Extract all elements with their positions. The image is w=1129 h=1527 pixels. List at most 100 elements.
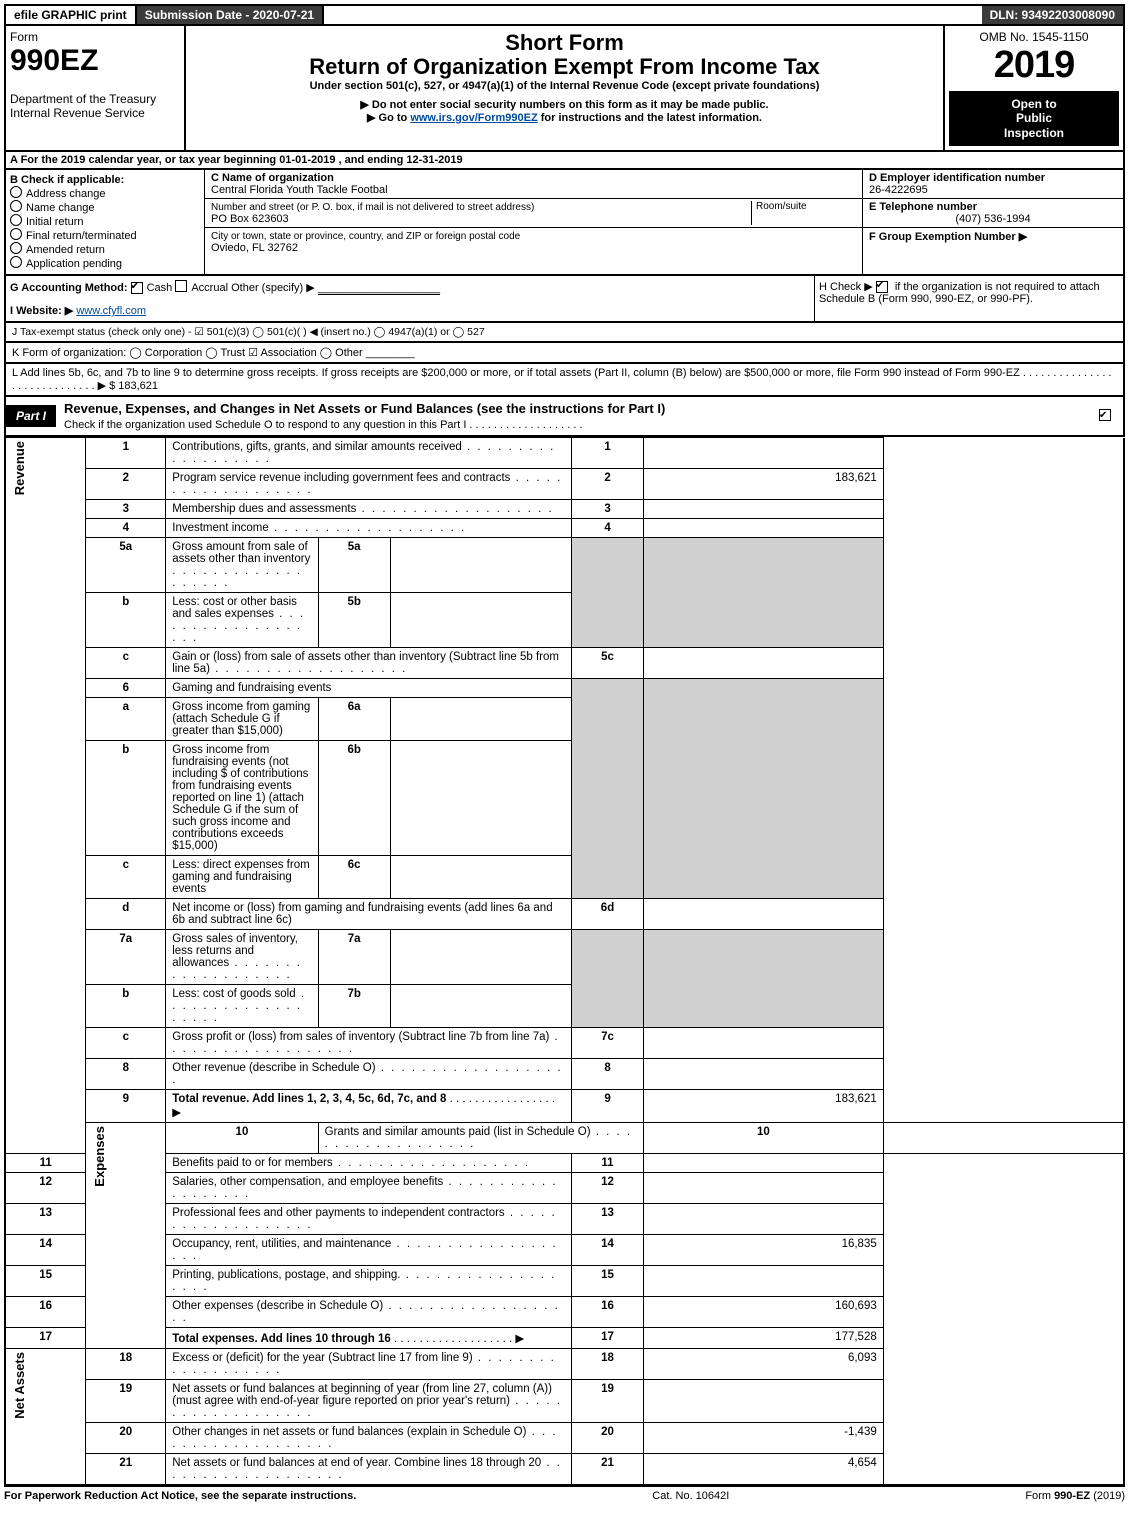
amt-2: 183,621 <box>644 469 884 500</box>
checkbox-h[interactable] <box>876 281 888 293</box>
line-6b: Gross income from fundraising events (no… <box>166 741 318 856</box>
expenses-label: Expenses <box>92 1126 107 1187</box>
checkbox-address-change[interactable] <box>10 186 22 198</box>
val-6a <box>390 698 571 741</box>
checkbox-initial-return[interactable] <box>10 214 22 226</box>
tax-year: 2019 <box>949 44 1119 87</box>
g-other: Other (specify) ▶ <box>231 282 315 294</box>
amt-8 <box>644 1059 884 1090</box>
g-accrual: Accrual <box>191 282 228 294</box>
line-18: Excess or (deficit) for the year (Subtra… <box>166 1349 572 1380</box>
line-20: Other changes in net assets or fund bala… <box>166 1423 572 1454</box>
line-5b: Less: cost or other basis and sales expe… <box>166 593 318 648</box>
line-l: L Add lines 5b, 6c, and 7b to line 9 to … <box>4 364 1125 397</box>
line-14: Occupancy, rent, utilities, and maintena… <box>166 1235 572 1266</box>
line-13: Professional fees and other payments to … <box>166 1204 572 1235</box>
i-label: I Website: ▶ <box>10 305 73 317</box>
b-name: Name change <box>26 202 95 214</box>
amt-9: 183,621 <box>644 1090 884 1123</box>
top-bar: efile GRAPHIC print Submission Date - 20… <box>4 4 1125 26</box>
form-title-1: Short Form <box>194 30 935 56</box>
checkbox-name-change[interactable] <box>10 200 22 212</box>
b-app: Application pending <box>26 258 122 270</box>
amt-13 <box>644 1204 884 1235</box>
amt-15 <box>644 1266 884 1297</box>
website-link[interactable]: www.cfyfl.com <box>76 305 146 317</box>
line-2: Program service revenue including govern… <box>166 469 572 500</box>
line-j: J Tax-exempt status (check only one) - ☑… <box>4 323 1125 343</box>
line-6a: Gross income from gaming (attach Schedul… <box>166 698 318 741</box>
line-1: Contributions, gifts, grants, and simila… <box>166 438 572 469</box>
line-6d: Net income or (loss) from gaming and fun… <box>166 899 572 930</box>
checkbox-cash[interactable] <box>131 282 143 294</box>
city-value: Oviedo, FL 32762 <box>211 242 298 254</box>
line-12: Salaries, other compensation, and employ… <box>166 1173 572 1204</box>
part-i-sub: Check if the organization used Schedule … <box>64 419 583 431</box>
line-15: Printing, publications, postage, and shi… <box>166 1266 572 1297</box>
line-3: Membership dues and assessments <box>166 500 572 519</box>
section-b: B Check if applicable: Address change Na… <box>6 170 205 274</box>
revenue-label: Revenue <box>12 441 27 495</box>
form-number: 990EZ <box>10 44 180 78</box>
amt-12 <box>644 1173 884 1204</box>
val-5a <box>390 538 571 593</box>
sub-6c: 6c <box>318 856 390 899</box>
sub-5b: 5b <box>318 593 390 648</box>
val-5b <box>390 593 571 648</box>
efile-print-button[interactable]: efile GRAPHIC print <box>6 6 137 24</box>
sub-6b: 6b <box>318 741 390 856</box>
amt-20: -1,439 <box>644 1423 884 1454</box>
footer-mid: Cat. No. 10642I <box>652 1490 729 1502</box>
l-amount: 183,621 <box>118 380 158 392</box>
part-i-title: Revenue, Expenses, and Changes in Net As… <box>64 401 665 416</box>
instruction-2: ▶ Go to www.irs.gov/Form990EZ for instru… <box>194 111 935 124</box>
checkbox-schedule-o[interactable] <box>1099 409 1111 421</box>
street-header: Number and street (or P. O. box, if mail… <box>211 202 534 213</box>
b-init: Initial return <box>26 216 83 228</box>
g-blank[interactable]: ____________________ <box>318 282 440 295</box>
footer-left: For Paperwork Reduction Act Notice, see … <box>4 1490 356 1502</box>
omb-number: OMB No. 1545-1150 <box>949 30 1119 44</box>
g-label: G Accounting Method: <box>10 282 128 294</box>
submission-date-button[interactable]: Submission Date - 2020-07-21 <box>137 6 324 24</box>
form-subtitle: Under section 501(c), 527, or 4947(a)(1)… <box>194 80 935 92</box>
checkbox-application-pending[interactable] <box>10 256 22 268</box>
form-header: Form 990EZ Department of the Treasury In… <box>4 26 1125 152</box>
section-c: C Name of organization Central Florida Y… <box>205 170 862 274</box>
street-value: PO Box 623603 <box>211 213 289 225</box>
line-16: Other expenses (describe in Schedule O) <box>166 1297 572 1328</box>
b-header: B Check if applicable: <box>10 174 124 186</box>
line-19: Net assets or fund balances at beginning… <box>166 1380 572 1423</box>
line-8: Other revenue (describe in Schedule O) <box>166 1059 572 1090</box>
line-7c: Gross profit or (loss) from sales of inv… <box>166 1028 572 1059</box>
line-a: A For the 2019 calendar year, or tax yea… <box>4 152 1125 170</box>
tel-value: (407) 536-1994 <box>869 213 1117 225</box>
line-5a: Gross amount from sale of assets other t… <box>166 538 318 593</box>
amt-1 <box>644 438 884 469</box>
page-footer: For Paperwork Reduction Act Notice, see … <box>4 1486 1125 1505</box>
amt-3 <box>644 500 884 519</box>
irs-link[interactable]: www.irs.gov/Form990EZ <box>410 112 537 124</box>
val-6c <box>390 856 571 899</box>
line-7a: Gross sales of inventory, less returns a… <box>166 930 318 985</box>
amt-16: 160,693 <box>644 1297 884 1328</box>
val-7a <box>390 930 571 985</box>
amt-14: 16,835 <box>644 1235 884 1266</box>
checkbox-final-return[interactable] <box>10 228 22 240</box>
checkbox-accrual[interactable] <box>175 280 187 292</box>
d-header: D Employer identification number <box>869 172 1045 184</box>
instr2-pre: ▶ Go to <box>367 112 410 124</box>
line-10: Grants and similar amounts paid (list in… <box>318 1123 643 1154</box>
h-text1: H Check ▶ <box>819 281 873 293</box>
amt-6d <box>644 899 884 930</box>
form-label: Form <box>10 30 180 44</box>
sub-6a: 6a <box>318 698 390 741</box>
part-i-tab: Part I <box>6 405 56 427</box>
amt-5c <box>644 648 884 679</box>
instr2-post: for instructions and the latest informat… <box>538 112 762 124</box>
checkbox-amended-return[interactable] <box>10 242 22 254</box>
line-7b: Less: cost of goods sold <box>166 985 318 1028</box>
ein-value: 26-4222695 <box>869 184 928 196</box>
netassets-label: Net Assets <box>12 1352 27 1419</box>
sub-5c: 5c <box>571 648 643 679</box>
